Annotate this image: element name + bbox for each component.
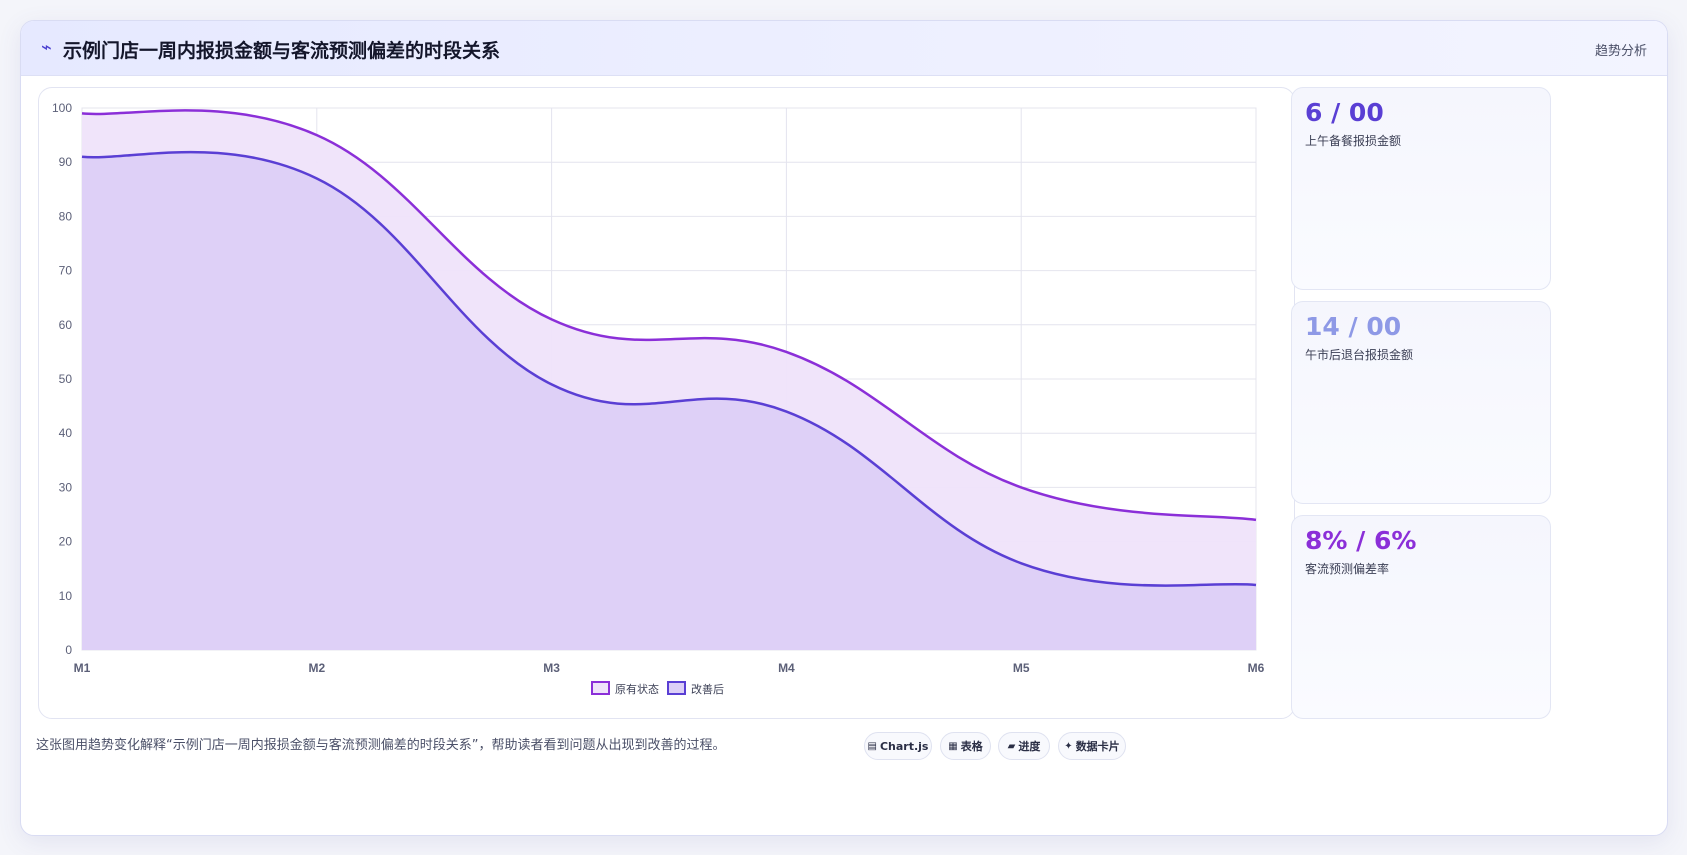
y-tick-label: 40 (59, 426, 73, 440)
series-line-1 (81, 109, 1257, 522)
x-tick-label: M3 (543, 661, 560, 675)
kpi-value: 14 / 00 (1305, 312, 1402, 341)
series-area-2 (82, 152, 1256, 650)
analysis-tag: 趋势分析 (1594, 44, 1647, 59)
chart-card: 0 10 20 30 40 50 60 70 80 90 100 M1 M2 M3 M4 M5 M6 原有状态 改善… (38, 87, 1295, 719)
y-tick-label: 0 (65, 643, 72, 657)
x-tick-label: M6 (1248, 661, 1265, 675)
y-tick-label: 70 (59, 264, 73, 278)
chip-chartjs[interactable]: ▤ Chart.js (864, 732, 932, 760)
legend-label: 改善后 (691, 682, 724, 696)
kpi-label: 午市后退台报损金额 (1305, 348, 1414, 362)
legend-label: 原有状态 (615, 682, 659, 696)
chip-table[interactable]: ▦ 表格 (940, 732, 991, 760)
kpi-value: 8% / 6% (1305, 526, 1417, 555)
y-tick-label: 80 (59, 209, 73, 223)
sparkle-icon: ✦ (1064, 740, 1073, 752)
kpi-value: 6 / 00 (1305, 98, 1384, 127)
y-tick-label: 20 (59, 535, 73, 549)
kpi-label: 客流预测偏差率 (1305, 562, 1390, 576)
kpi-card-2: 14 / 00 午市后退台报损金额 (1291, 301, 1551, 504)
y-tick-label: 30 (59, 480, 73, 494)
progress-icon: ▰ (1007, 740, 1016, 752)
chip-data-card[interactable]: ✦ 数据卡片 (1058, 732, 1126, 760)
chart-caption: 这张图用趋势变化解释“示例门店一周内报损金额与客流预测偏差的时段关系”，帮助读者… (36, 738, 726, 753)
chip-progress[interactable]: ▰ 进度 (998, 732, 1050, 760)
x-tick-label: M5 (1013, 661, 1030, 675)
kpi-card-1: 6 / 00 上午备餐报损金额 (1291, 87, 1551, 290)
chart-icon: ▤ (867, 740, 877, 752)
y-tick-label: 10 (59, 589, 73, 603)
y-tick-label: 90 (59, 155, 73, 169)
kpi-card-3: 8% / 6% 客流预测偏差率 (1291, 515, 1551, 719)
table-icon: ▦ (948, 740, 958, 752)
trend-icon: ⌁ (41, 37, 52, 58)
x-tick-label: M4 (778, 661, 795, 675)
legend-swatch (591, 681, 610, 695)
legend-swatch (667, 681, 686, 695)
y-tick-label: 50 (59, 372, 73, 386)
x-tick-label: M2 (308, 661, 325, 675)
series-line-2 (81, 150, 1257, 587)
panel-header: ⌁ 示例门店一周内报损金额与客流预测偏差的时段关系 趋势分析 (21, 21, 1667, 76)
y-tick-label: 100 (52, 101, 72, 115)
page-title: 示例门店一周内报损金额与客流预测偏差的时段关系 (63, 40, 501, 62)
area-chart: 0 10 20 30 40 50 60 70 80 90 100 M1 M2 M3 M4 M5 M6 原有状态 改善… (52, 101, 1265, 696)
y-tick-label: 60 (59, 318, 73, 332)
kpi-label: 上午备餐报损金额 (1305, 134, 1402, 148)
x-tick-label: M1 (74, 661, 91, 675)
